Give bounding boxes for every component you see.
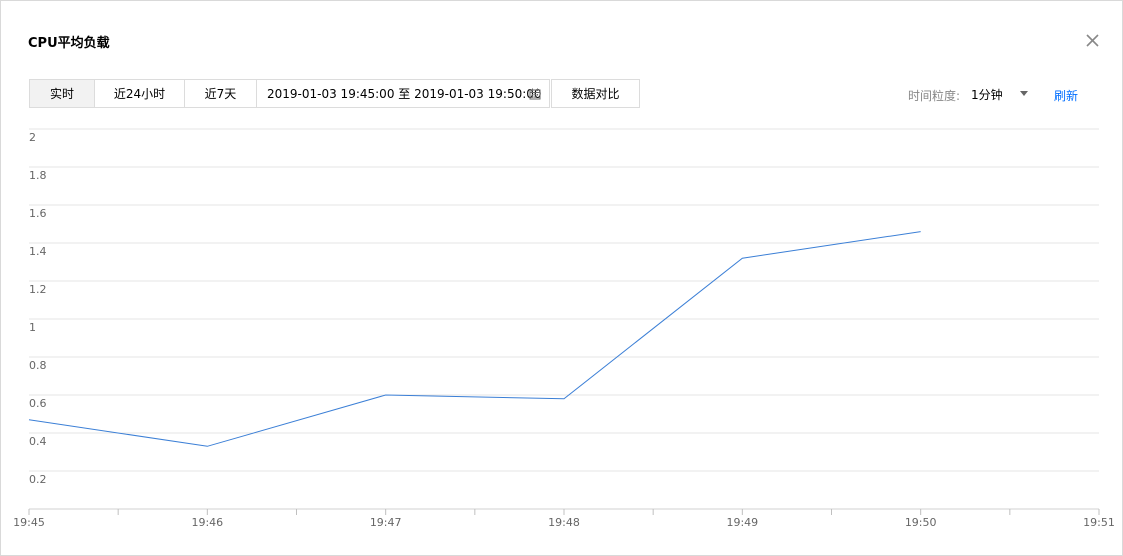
y-tick-label: 1.8 (29, 169, 47, 182)
calendar-icon (529, 88, 541, 100)
tab-realtime[interactable]: 实时 (29, 79, 95, 108)
y-tick-label: 0.8 (29, 359, 47, 372)
caret-down-icon[interactable] (1020, 91, 1028, 96)
y-tick-label: 1.6 (29, 207, 47, 220)
x-tick-label: 19:47 (370, 516, 402, 529)
x-tick-label: 19:46 (191, 516, 223, 529)
granularity-value: 1分钟 (971, 87, 1003, 102)
refresh-link[interactable]: 刷新 (1054, 89, 1079, 103)
y-tick-label: 2 (29, 131, 36, 144)
series-line (28, 231, 921, 447)
granularity-label: 时间粒度: (908, 89, 961, 103)
dialog-title: CPU平均负载 (28, 36, 110, 51)
x-tick-label: 19:51 (1083, 516, 1115, 529)
y-tick-label: 1.2 (29, 283, 47, 296)
date-range-text: 2019-01-03 19:45:00 至 2019-01-03 19:50:0… (267, 87, 542, 101)
tab-last-24-hours[interactable]: 近24小时 (94, 79, 185, 108)
y-tick-label: 0.2 (29, 473, 47, 486)
x-tick-label: 19:49 (726, 516, 758, 529)
y-tick-label: 1 (29, 321, 36, 334)
x-tick-label: 19:50 (905, 516, 937, 529)
x-tick-label: 19:48 (548, 516, 580, 529)
y-tick-label: 1.4 (29, 245, 47, 258)
time-range-toolbar: 实时 近24小时 近7天 2019-01-03 19:45:00 至 2019-… (29, 79, 640, 108)
y-tick-label: 0.6 (29, 397, 47, 410)
x-tick-label: 19:45 (13, 516, 45, 529)
date-range-picker[interactable]: 2019-01-03 19:45:00 至 2019-01-03 19:50:0… (256, 79, 550, 108)
cpu-load-chart: 0.2 0.4 0.6 0.8 1 1.2 1.4 1.6 1.8 2 19:45 19:46 19:4… (13, 128, 1115, 529)
compare-data-button[interactable]: 数据对比 (551, 79, 640, 108)
close-icon[interactable] (1084, 32, 1101, 49)
granularity-select[interactable]: 1分钟 (963, 81, 1035, 107)
y-tick-label: 0.4 (29, 435, 47, 448)
tab-last-7-days[interactable]: 近7天 (184, 79, 257, 108)
